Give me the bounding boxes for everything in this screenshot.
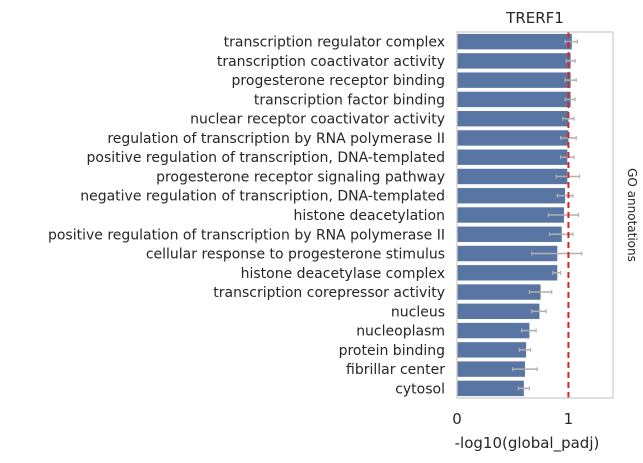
category-label: transcription corepressor activity [213, 285, 445, 301]
bar [457, 361, 525, 377]
side-label: GO annotations [625, 168, 639, 262]
error-bar [560, 155, 575, 160]
error-bars [512, 39, 583, 391]
category-label: fibrillar center [346, 362, 445, 378]
category-label: negative regulation of transcription, DN… [80, 189, 445, 205]
bar [457, 53, 571, 69]
bar [457, 303, 540, 320]
error-bar [564, 78, 577, 83]
bar [457, 284, 541, 300]
error-bar [528, 290, 553, 295]
error-bar [512, 367, 538, 372]
category-label: progesterone receptor binding [232, 73, 445, 89]
x-tick-label: 1 [564, 410, 574, 428]
category-label: cytosol [395, 381, 445, 397]
category-label: transcription regulator complex [224, 35, 445, 51]
error-bar [564, 97, 576, 102]
bar [457, 226, 562, 242]
category-label: nucleus [391, 304, 445, 320]
error-bar [518, 347, 532, 352]
bar [457, 91, 571, 108]
bar [457, 380, 524, 397]
bar [457, 130, 569, 146]
error-bar [556, 193, 574, 198]
plot-frame [456, 31, 614, 399]
error-bar [547, 213, 580, 217]
x-tick-label: 0 [452, 410, 462, 428]
bar [457, 188, 566, 204]
category-label: nuclear receptor coactivator activity [190, 112, 445, 128]
category-labels: transcription regulator complex transcrip… [48, 35, 445, 398]
error-bar [517, 386, 531, 391]
bar [457, 322, 530, 339]
category-label: histone deacetylase complex [241, 266, 445, 282]
category-label: regulation of transcription by RNA polym… [107, 131, 445, 147]
bar [457, 72, 571, 88]
category-label: nucleoplasm [356, 324, 445, 340]
error-bar [531, 251, 583, 256]
bar [457, 342, 527, 358]
error-bar [521, 328, 537, 333]
category-label: progesterone receptor signaling pathway [156, 169, 445, 185]
bar [457, 245, 558, 262]
category-label: transcription coactivator activity [217, 54, 445, 70]
bar [457, 265, 558, 281]
category-label: positive regulation of transcription, DN… [87, 150, 445, 166]
bar [457, 110, 569, 127]
bars [457, 33, 572, 397]
category-label: protein binding [339, 343, 445, 359]
category-label: transcription factor binding [254, 92, 445, 108]
error-bar [562, 116, 575, 121]
bar [457, 33, 572, 50]
error-bar [531, 309, 547, 314]
chart-title: TRERF1 [505, 9, 564, 27]
error-bar [552, 270, 562, 275]
bar [457, 207, 564, 223]
bar [457, 168, 568, 185]
error-bar [565, 58, 576, 63]
x-axis-label: -log10(global_padj) [455, 434, 600, 453]
error-bar [564, 39, 578, 44]
category-label: cellular response to progesterone stimul… [146, 247, 445, 263]
category-label: histone deacetylation [294, 208, 446, 224]
category-label: positive regulation of transcription by … [48, 227, 445, 243]
bar [457, 149, 568, 165]
